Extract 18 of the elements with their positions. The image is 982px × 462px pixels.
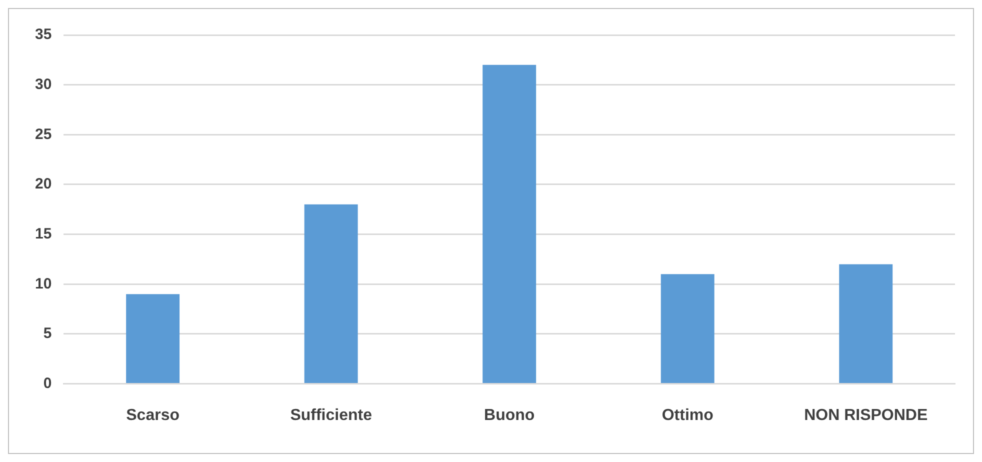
y-tick-label: 30 [34,76,52,93]
bar [660,274,714,384]
y-tick-label: 20 [34,176,52,193]
x-tick-label: Ottimo [662,406,714,424]
y-tick-label: 5 [43,325,52,342]
x-tick-label: Sufficiente [290,406,372,424]
y-tick-label: 15 [34,225,52,242]
y-tick-label: 0 [43,374,52,392]
bar [839,264,893,384]
x-tick-label: Buono [484,406,535,424]
y-tick-label: 35 [34,26,52,44]
y-tick-label: 25 [34,126,52,143]
x-tick-label: NON RISPONDE [804,406,928,424]
bar [482,64,536,384]
bar [126,294,180,384]
y-tick-label: 10 [34,275,52,292]
x-tick-label: Scarso [126,406,180,424]
bar [304,204,358,384]
